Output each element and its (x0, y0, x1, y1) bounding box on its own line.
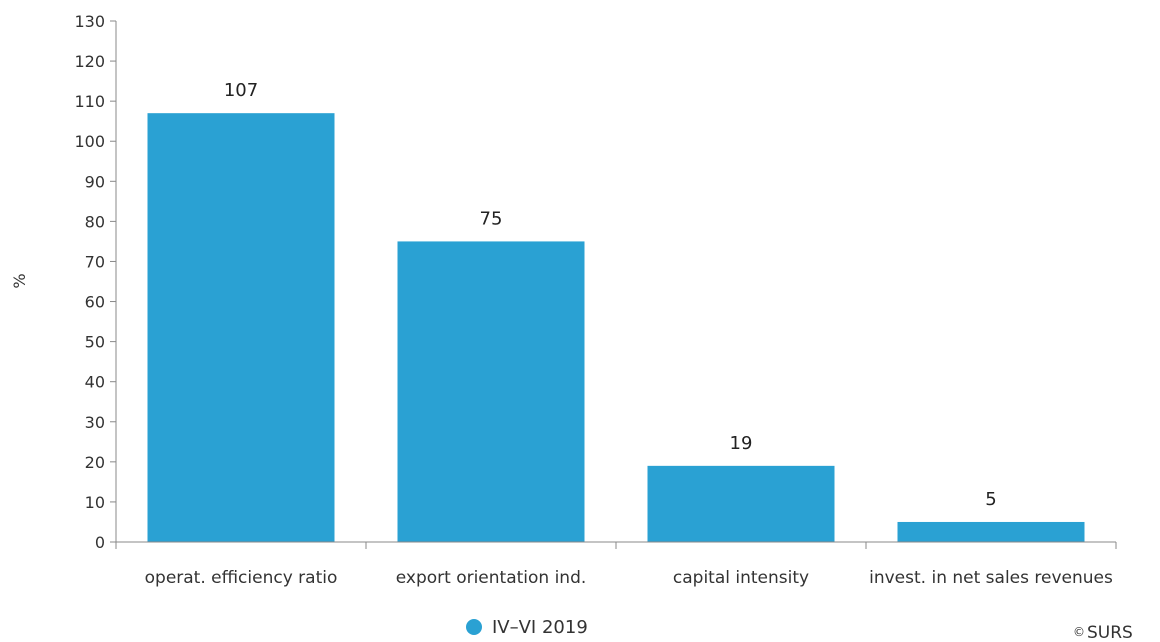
y-tick-label-130: 130 (74, 12, 105, 31)
y-tick-label-70: 70 (85, 252, 105, 271)
y-tick-label-120: 120 (74, 52, 105, 71)
data-label-0: 107 (224, 80, 258, 101)
legend-marker (466, 619, 482, 635)
y-tick-label-20: 20 (85, 453, 105, 472)
y-tick-label-110: 110 (74, 92, 105, 111)
source-credit: © SURS (1073, 623, 1133, 642)
copyright-symbol: © (1073, 625, 1085, 639)
category-label-3: invest. in net sales revenues (869, 568, 1113, 588)
y-tick-label-50: 50 (85, 333, 105, 352)
y-tick-label-60: 60 (85, 293, 105, 312)
y-tick-label-0: 0 (95, 533, 105, 552)
data-label-2: 19 (730, 433, 753, 454)
y-tick-label-90: 90 (85, 172, 105, 191)
legend: IV–VI 2019 (466, 617, 588, 638)
y-tick-label-80: 80 (85, 212, 105, 231)
bars: 107 75 19 5 (147, 80, 1085, 542)
y-tick-label-100: 100 (74, 132, 105, 151)
y-tick-label-10: 10 (85, 493, 105, 512)
category-label-0: operat. efficiency ratio (145, 568, 338, 588)
data-label-1: 75 (480, 208, 503, 229)
x-axis: operat. efficiency ratio export orientati… (115, 541, 1117, 588)
legend-label: IV–VI 2019 (492, 617, 588, 638)
bar-1 (397, 241, 585, 542)
y-axis: 0 10 20 30 40 50 60 70 80 90 100 110 120 130 (74, 12, 117, 552)
category-label-1: export orientation ind. (396, 568, 587, 588)
bar-2 (647, 465, 835, 542)
bar-3 (897, 521, 1085, 542)
y-tick-label-30: 30 (85, 413, 105, 432)
category-label-2: capital intensity (673, 568, 809, 588)
y-axis-title: % (10, 273, 29, 288)
bar-0 (147, 113, 335, 542)
data-label-3: 5 (985, 489, 996, 510)
y-tick-label-40: 40 (85, 373, 105, 392)
credit-text: SURS (1087, 623, 1133, 642)
